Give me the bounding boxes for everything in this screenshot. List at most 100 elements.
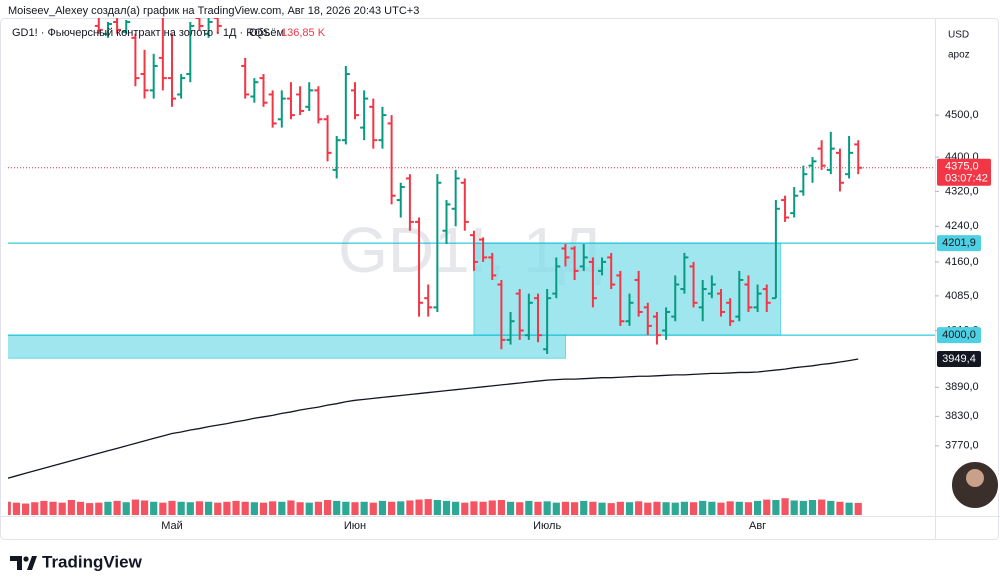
volume-bar (644, 502, 652, 515)
volume-bar (58, 502, 66, 515)
x-tick-label: Июль (533, 520, 561, 532)
volume-bar (31, 502, 39, 515)
frame (0, 18, 999, 540)
volume-bar (772, 500, 780, 515)
volume-bar (552, 502, 560, 515)
volume-bar (360, 501, 368, 515)
y-tick-label: 4240,0 (945, 220, 979, 232)
y-tick-label: 4320,0 (945, 185, 979, 197)
volume-bar (214, 502, 222, 515)
volume-bar (397, 501, 405, 515)
volume-bar (442, 500, 451, 515)
volume-bar (232, 500, 240, 515)
volume-bar (314, 501, 322, 515)
currency[interactable]: USD (948, 30, 969, 41)
volume-bar (598, 502, 606, 515)
volume-bar (488, 500, 496, 515)
volume-bar (369, 502, 377, 515)
volume-bar (296, 502, 304, 515)
volume-bar (854, 502, 862, 515)
volume-bar (131, 499, 139, 515)
x-tick-label: Май (161, 520, 183, 532)
moving-average (8, 358, 859, 479)
volume-bar (406, 500, 414, 515)
y-tick-label: 3770,0 (945, 440, 979, 452)
volume-bar (561, 501, 570, 515)
legend-symbol: GD1! · Фьючерсный контракт на золото · 1… (12, 27, 270, 39)
countdown: 03:07:42 (945, 173, 988, 185)
last-price-label: 4375,0 (945, 161, 979, 173)
level-label: 4000,0 (942, 329, 976, 341)
volume-bar (680, 501, 688, 515)
volume-bar (735, 501, 743, 515)
level-label: 4201,9 (942, 237, 976, 249)
volume-bar (195, 501, 204, 515)
scale-label[interactable]: apoz (948, 50, 970, 61)
volume-bar (269, 501, 277, 515)
volume-bar (836, 501, 844, 515)
volume-bar (22, 503, 30, 515)
zone (8, 334, 566, 359)
ma-tag (937, 350, 981, 367)
last-price-tag (937, 158, 991, 186)
volume-bar (168, 500, 176, 515)
volume-bar (223, 501, 231, 515)
x-tick-label: Июн (344, 520, 366, 532)
volume-bar (104, 501, 112, 515)
volume-bar (470, 501, 478, 515)
brand: TradingView (42, 552, 143, 571)
volume-bar (708, 501, 716, 515)
volume-bar (278, 501, 286, 515)
level-tag (937, 327, 981, 344)
volume-bar (323, 500, 332, 515)
volume-bar (763, 499, 771, 515)
volume-bar (818, 499, 826, 515)
y-tick-label: 3830,0 (945, 410, 979, 422)
volume-bar (40, 500, 48, 515)
x-tick-label: Авг (749, 520, 766, 532)
volume-bar (259, 502, 268, 515)
volume-bar (525, 500, 533, 515)
volume-bar (113, 500, 121, 515)
volume-bar (607, 503, 615, 515)
volume-bar (150, 501, 158, 515)
volume-bar (452, 501, 460, 515)
avatar-face (966, 469, 984, 487)
volume-bar (388, 501, 396, 515)
volume-bar (479, 501, 487, 515)
volume-bar (95, 502, 103, 515)
y-tick-label: 3890,0 (945, 381, 979, 393)
level-tag (937, 235, 981, 252)
volume-bar (351, 502, 359, 515)
volume-name: Объём (249, 27, 284, 39)
volume-bar (159, 502, 167, 515)
volume-bar (506, 501, 515, 515)
volume-value: 136,85 K (281, 27, 326, 39)
volume-bar (67, 500, 75, 515)
brand-logo (10, 556, 37, 570)
volume-bar (461, 502, 469, 515)
volume-bar (333, 500, 341, 515)
volume-bar (305, 502, 313, 515)
volume-bar (250, 502, 258, 515)
volume-bar (76, 501, 85, 515)
volume-bar (497, 500, 505, 515)
header: Moiseev_Alexey создал(а) график на Tradi… (8, 5, 419, 17)
volume-bar (754, 500, 762, 515)
volume-bar (543, 501, 551, 515)
volume-bar (671, 502, 679, 515)
volume-bar (781, 498, 789, 515)
price-axis: 4500,04400,04320,04240,04160,04085,04010… (935, 109, 991, 452)
volume-bar (424, 499, 432, 515)
y-tick-label: 4500,0 (945, 109, 979, 121)
y-tick-label: 4160,0 (945, 256, 979, 268)
volume-bar (790, 500, 798, 515)
volume-bar (799, 500, 807, 515)
volume-bar (516, 502, 524, 515)
volume-bar (699, 500, 707, 515)
volume-bar (140, 500, 149, 515)
volume-bar (827, 500, 835, 515)
volume-bar (122, 502, 130, 515)
volume-bar (205, 501, 213, 515)
volume-bar (287, 500, 295, 515)
